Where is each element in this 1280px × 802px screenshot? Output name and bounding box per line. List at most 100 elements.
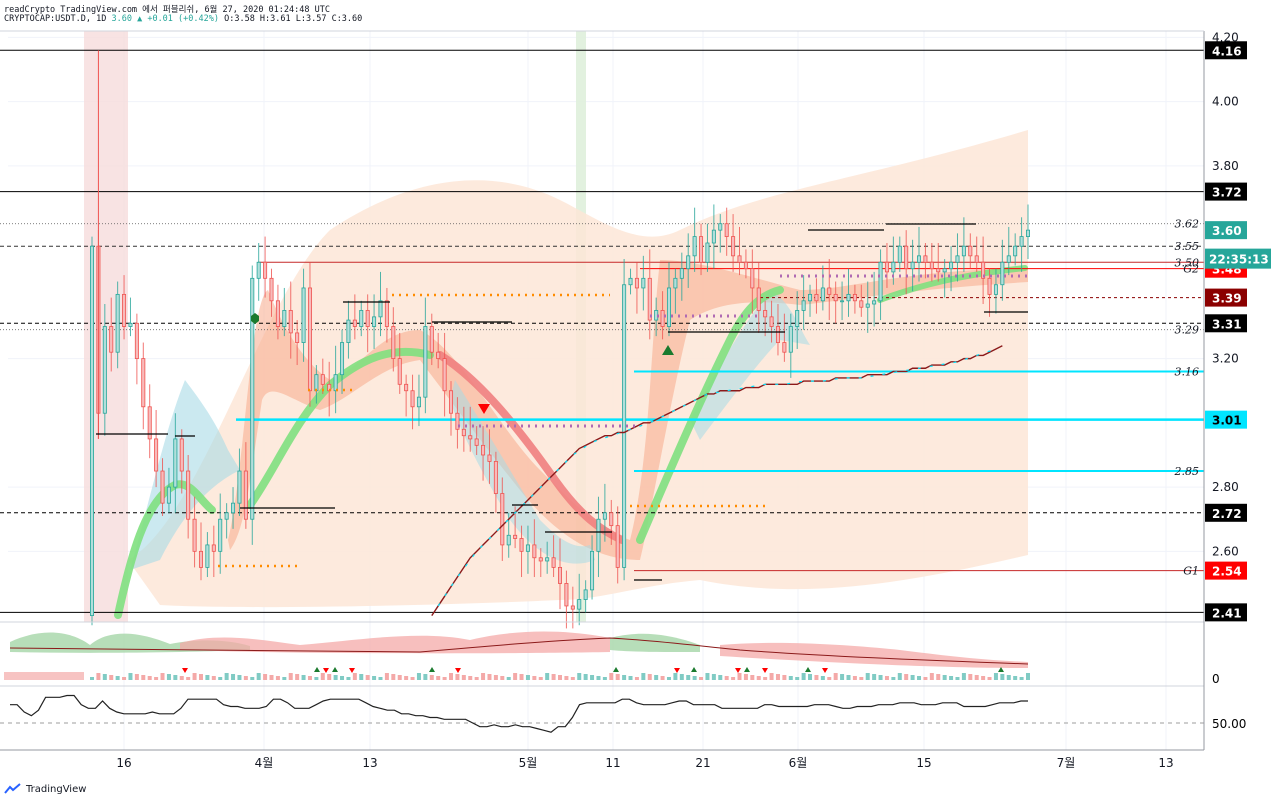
volume-bar-91: [673, 673, 678, 680]
candle-54: [436, 332, 441, 369]
candle-136: [961, 217, 966, 272]
candle-134: [949, 246, 954, 292]
candle-26: [256, 242, 261, 301]
ohlc-values: O:3.58 H:3.61 L:3.57 C:3.60: [224, 14, 363, 24]
volume-bar-76: [577, 673, 582, 680]
volume-bar-107: [775, 674, 780, 680]
volume-panel: 0: [0, 621, 1220, 686]
candle-2: [102, 304, 107, 436]
svg-text:4.16: 4.16: [1212, 44, 1242, 58]
candle-68: [525, 525, 530, 574]
candle-55: [442, 332, 447, 417]
candle-107: [775, 304, 780, 356]
svg-text:2.54: 2.54: [1212, 565, 1242, 579]
volume-bar-81: [609, 673, 614, 680]
candle-117: [840, 281, 845, 321]
volume-bar-143: [1006, 675, 1011, 680]
volume-bar-95: [699, 677, 704, 680]
candle-143: [1006, 226, 1011, 276]
price-tag-3-72: 3.72: [1205, 182, 1247, 201]
volume-bar-100: [731, 677, 736, 680]
volume-bar-121: [865, 673, 870, 680]
volume-bar-75: [570, 677, 575, 680]
volume-bar-84: [628, 676, 633, 680]
price-axis: 4.20 4.00 3.80 3.20 2.80 2.60: [1212, 30, 1239, 558]
volume-zero-label: 0: [1212, 672, 1220, 686]
volume-bar-2: [102, 674, 107, 680]
volume-bar-44: [372, 676, 377, 680]
candle-39: [340, 329, 345, 394]
volume-bar-77: [583, 674, 588, 680]
candle-126: [897, 236, 902, 272]
volume-bar-40: [346, 677, 351, 680]
candle-4: [115, 281, 120, 369]
volume-bar-85: [634, 677, 639, 680]
candle-109: [788, 313, 793, 378]
candle-20: [218, 493, 223, 574]
volume-bar-106: [769, 673, 774, 680]
candle-111: [801, 275, 806, 330]
volume-bars-early: [4, 672, 84, 680]
volume-bar-104: [756, 676, 761, 680]
candle-62: [487, 429, 492, 484]
volume-bars: [4, 672, 1030, 680]
volume-bar-115: [827, 677, 832, 680]
blue-band-3: [690, 290, 810, 440]
candle-76: [577, 573, 582, 626]
price-tag-3-39: 3.39: [1205, 288, 1247, 307]
candle-24: [243, 442, 248, 529]
x-tick-8: 7월: [1057, 756, 1076, 770]
volume-bar-108: [782, 675, 787, 680]
volume-bar-26: [256, 673, 261, 680]
volume-bar-22: [231, 674, 236, 680]
candle-14: [179, 429, 184, 494]
volume-bar-53: [429, 675, 434, 680]
volume-bar-18: [205, 675, 210, 680]
candle-44: [372, 294, 377, 349]
candle-120: [859, 284, 864, 317]
level-label-7: G1: [1183, 565, 1199, 578]
volume-bar-57: [455, 674, 460, 680]
x-tick-1: 4월: [255, 756, 274, 770]
candle-112: [808, 284, 813, 317]
volume-bar-47: [391, 674, 396, 680]
candle-17: [198, 522, 203, 581]
svg-text:3.39: 3.39: [1212, 292, 1242, 306]
volume-bar-69: [532, 676, 537, 680]
candle-7: [134, 313, 139, 385]
candle-49: [404, 374, 409, 417]
volume-bar-25: [250, 677, 255, 680]
level-label-2: 3.50: [1175, 256, 1200, 269]
volume-bar-135: [955, 677, 960, 680]
price-tag-3-01: 3.01: [1205, 410, 1247, 429]
y-tick-4: 2.80: [1212, 480, 1239, 494]
volume-bar-124: [884, 676, 889, 680]
candle-115: [827, 259, 832, 321]
candle-135: [955, 233, 960, 282]
volume-bar-3: [109, 675, 114, 680]
candle-141: [993, 268, 998, 314]
candle-59: [468, 406, 473, 452]
candle-64: [500, 477, 505, 561]
volume-bar-116: [833, 673, 838, 680]
volume-bar-105: [763, 677, 768, 680]
volume-bar-42: [359, 674, 364, 680]
x-tick-3: 5월: [519, 756, 538, 770]
volume-bar-111: [801, 673, 806, 680]
volume-bar-51: [416, 673, 421, 680]
x-tick-4: 11: [605, 756, 620, 770]
candle-18: [205, 532, 210, 578]
volume-bar-1: [96, 673, 101, 680]
candle-106: [769, 300, 774, 343]
candle-23: [237, 448, 242, 517]
candle-72: [551, 535, 556, 578]
candle-142: [1000, 239, 1005, 301]
x-tick-2: 13: [362, 756, 377, 770]
candle-45: [378, 271, 383, 337]
candle-101: [737, 226, 742, 276]
volume-bar-78: [590, 675, 595, 680]
price-change: ▲ +0.01 (+0.42%): [137, 14, 219, 24]
volume-bar-92: [679, 674, 684, 680]
volume-bar-123: [878, 675, 883, 680]
